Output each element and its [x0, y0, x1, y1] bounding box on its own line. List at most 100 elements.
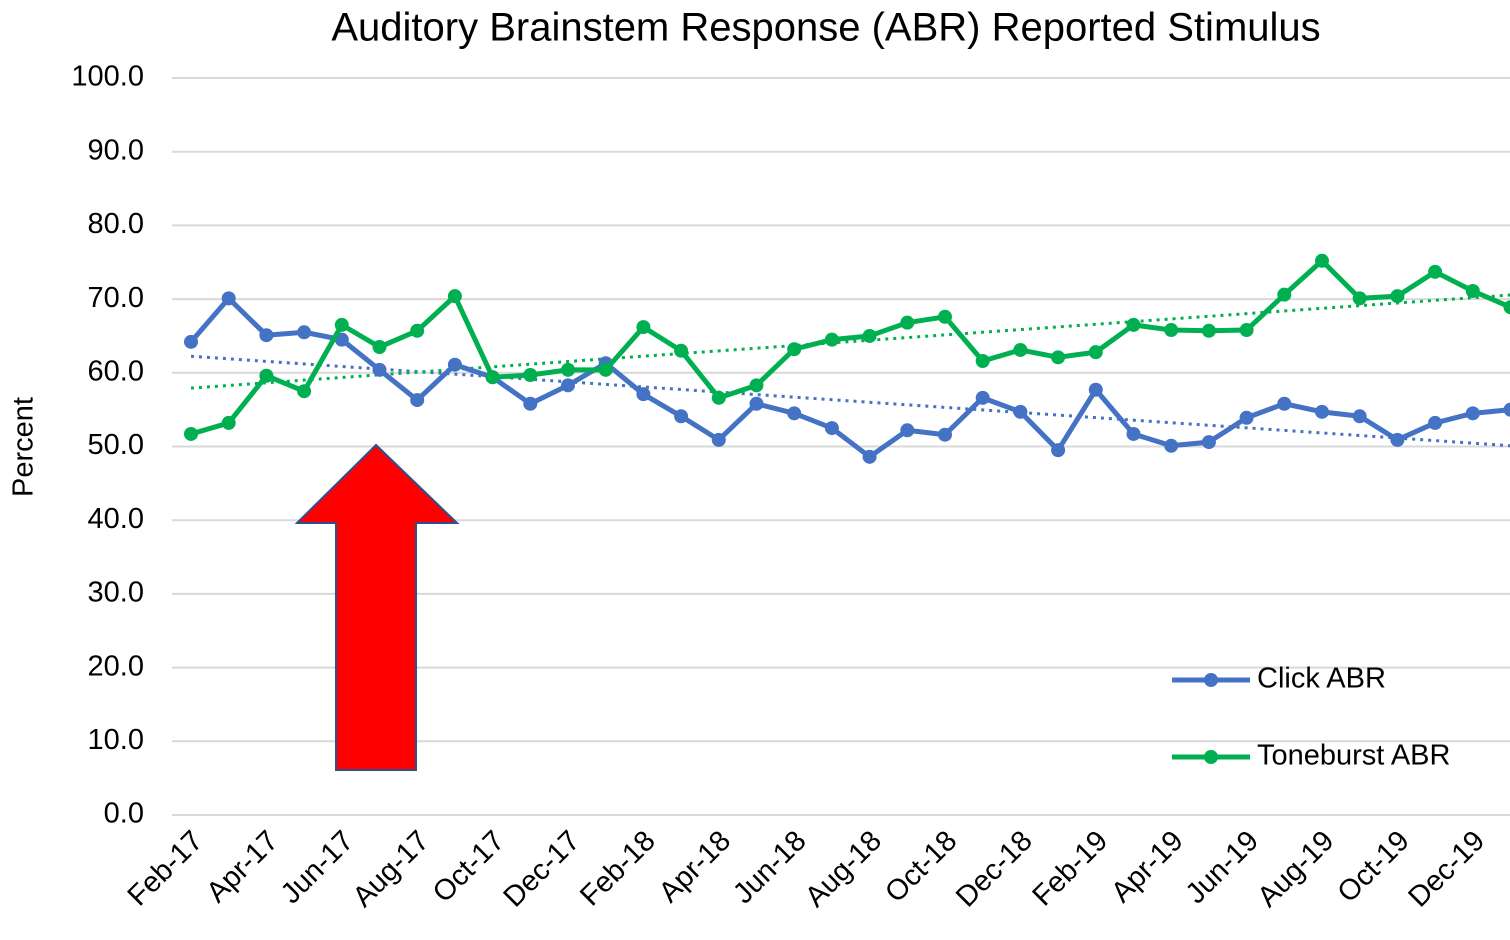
y-tick-label: 80.0 [88, 208, 144, 240]
data-point [1239, 410, 1254, 425]
plot-area: 0.0 10.0 20.0 30.0 40.0 50.0 60.0 70.0 80.0 90.0 1… [71, 61, 1510, 914]
data-point [824, 332, 839, 347]
data-point [900, 315, 915, 330]
data-point [1201, 435, 1216, 450]
x-tick-label: Aug-17 [347, 825, 436, 914]
y-tick-label: 10.0 [88, 724, 144, 756]
legend-label: Toneburst ABR [1257, 740, 1450, 772]
data-point [561, 378, 575, 393]
x-tick-label: Oct-17 [427, 825, 511, 909]
data-point [1428, 415, 1443, 430]
data-point [523, 396, 538, 411]
data-point [1465, 406, 1480, 421]
x-tick-label: Jun-18 [727, 825, 812, 910]
data-point [447, 357, 462, 372]
y-tick-label: 70.0 [88, 282, 144, 314]
data-point [674, 409, 689, 424]
x-tick-label: Jun-19 [1180, 825, 1265, 910]
data-point [1239, 323, 1254, 338]
data-point [523, 368, 538, 383]
data-point [674, 343, 689, 358]
data-point [1088, 345, 1103, 360]
x-tick-label: Dec-19 [1402, 825, 1491, 914]
data-point [1051, 350, 1066, 365]
data-point [1428, 264, 1443, 279]
x-tick-label: Feb-19 [1027, 825, 1115, 913]
x-tick-label: Apr-17 [201, 825, 285, 909]
data-point [1164, 323, 1179, 338]
legend-marker [1204, 750, 1218, 764]
data-point [711, 432, 726, 447]
legend-label: Click ABR [1257, 663, 1386, 695]
y-tick-label: 40.0 [88, 503, 144, 535]
y-tick-label: 20.0 [88, 650, 144, 682]
x-tick-label: Oct-18 [879, 825, 963, 909]
data-point [1088, 382, 1103, 397]
data-point [485, 370, 500, 385]
data-point [1051, 443, 1066, 458]
data-point [334, 332, 349, 347]
data-point [1277, 396, 1292, 411]
data-point [184, 426, 198, 441]
data-point [749, 396, 764, 411]
x-tick-label: Feb-18 [574, 825, 662, 913]
data-point [372, 340, 387, 355]
data-point [1013, 342, 1028, 357]
legend-marker [1204, 673, 1218, 687]
data-point [1164, 438, 1179, 453]
data-point [749, 378, 764, 393]
x-tick-label: Dec-18 [950, 825, 1039, 914]
y-tick-label: 60.0 [88, 355, 144, 387]
y-axis-label: Percent [8, 397, 40, 497]
data-point [1013, 404, 1028, 419]
trendline [190, 354, 1510, 448]
data-point [1390, 289, 1405, 304]
chart-title: Auditory Brainstem Response (ABR) Report… [331, 6, 1320, 50]
data-point [334, 317, 349, 332]
y-tick-label: 90.0 [88, 134, 144, 166]
data-point [975, 354, 990, 369]
data-point [824, 421, 839, 436]
x-tick-label: Apr-19 [1105, 825, 1189, 909]
y-tick-label: 100.0 [71, 61, 144, 93]
data-point [297, 325, 312, 340]
data-point [221, 415, 236, 430]
x-tick-label: Aug-19 [1252, 825, 1341, 914]
data-point [1390, 432, 1405, 447]
data-point [787, 342, 802, 357]
data-point [221, 291, 236, 306]
y-tick-label: 30.0 [88, 577, 144, 609]
x-tick-label: Dec-17 [498, 825, 587, 914]
data-point [410, 393, 425, 408]
data-point [1315, 253, 1329, 268]
data-point [938, 309, 952, 324]
data-point [184, 334, 198, 349]
y-tick-label: 50.0 [88, 429, 144, 461]
arrow-annotation [294, 443, 460, 771]
data-point [372, 362, 387, 377]
x-tick-label: Oct-19 [1332, 825, 1416, 909]
data-point [297, 384, 312, 399]
data-point [862, 449, 877, 464]
data-point [1315, 404, 1329, 419]
data-point [1503, 402, 1510, 417]
data-point [938, 427, 952, 442]
data-point [1126, 426, 1141, 441]
y-tick-label: 0.0 [104, 798, 144, 830]
x-tick-label: Jun-17 [275, 825, 360, 910]
data-point [900, 423, 915, 438]
data-point [636, 387, 651, 402]
data-point [447, 289, 462, 304]
data-point [1201, 323, 1216, 338]
x-tick-label: Aug-18 [799, 825, 888, 914]
data-point [711, 390, 726, 405]
data-point [975, 390, 990, 405]
data-point [1277, 287, 1292, 302]
data-point [636, 320, 651, 335]
data-point [410, 323, 425, 338]
data-point [598, 362, 613, 377]
data-point [259, 368, 274, 383]
data-point [1352, 409, 1367, 424]
x-tick-label: Feb-17 [122, 825, 210, 913]
